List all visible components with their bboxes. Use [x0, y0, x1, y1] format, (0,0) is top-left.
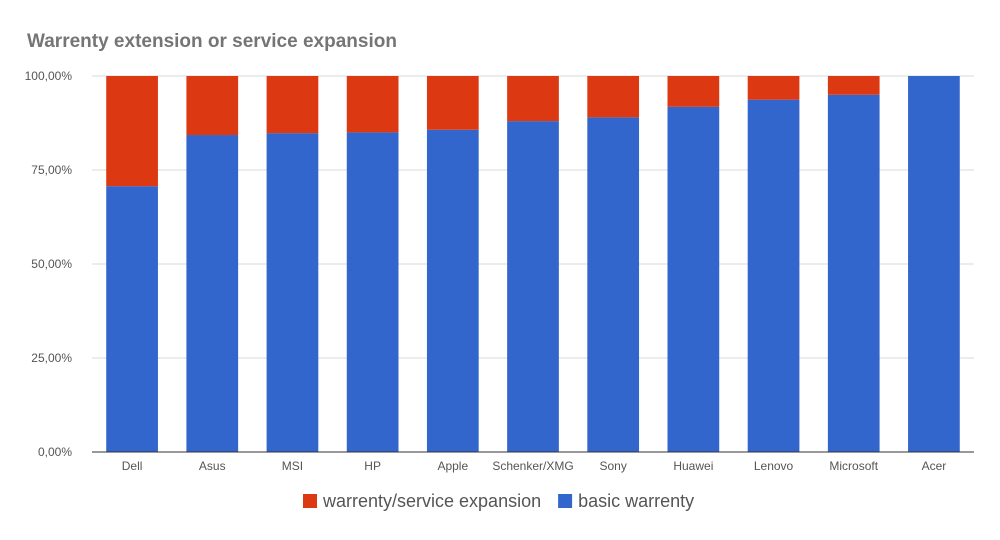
bar-segment-basic-warrenty[interactable] — [587, 117, 640, 453]
y-tick-label: 25,00% — [31, 351, 72, 365]
x-tick-label: Lenovo — [754, 459, 794, 473]
bar-segment-service-expansion[interactable] — [346, 76, 399, 133]
bar-segment-service-expansion[interactable] — [426, 76, 479, 130]
x-tick-label: MSI — [282, 459, 303, 473]
bar-segment-service-expansion[interactable] — [106, 76, 158, 187]
x-tick-label: Sony — [600, 459, 627, 473]
bar-segment-basic-warrenty[interactable] — [106, 186, 158, 452]
x-tick-label: Microsoft — [829, 459, 878, 473]
bar-segment-basic-warrenty[interactable] — [827, 94, 880, 453]
legend-label: basic warrenty — [578, 491, 694, 511]
legend-label: warrenty/service expansion — [322, 491, 541, 511]
x-tick-label: Apple — [437, 459, 468, 473]
x-tick-label: Dell — [122, 459, 143, 473]
bar-segment-basic-warrenty[interactable] — [908, 76, 960, 452]
bar-segment-service-expansion[interactable] — [747, 76, 800, 100]
bar-segment-basic-warrenty[interactable] — [667, 106, 720, 452]
x-tick-label: Acer — [922, 459, 947, 473]
bar-segment-basic-warrenty[interactable] — [266, 133, 319, 453]
y-tick-label: 75,00% — [31, 163, 72, 177]
x-tick-label: Schenker/XMG — [492, 459, 573, 473]
axes: 0,00% 25,00% 50,00% 75,00% 100,00% Dell Asus MS… — [25, 69, 974, 473]
bar-segment-basic-warrenty[interactable] — [426, 129, 479, 452]
legend-swatch — [303, 494, 317, 508]
legend: warrenty/service expansion basic warrenty — [303, 491, 694, 511]
bar-segment-basic-warrenty[interactable] — [346, 132, 399, 452]
x-tick-label: HP — [364, 459, 381, 473]
bar-segment-service-expansion[interactable] — [186, 76, 239, 136]
bar-segment-service-expansion[interactable] — [667, 76, 720, 107]
bar-segment-service-expansion[interactable] — [827, 76, 880, 95]
legend-swatch — [558, 494, 573, 508]
bar-segment-basic-warrenty[interactable] — [747, 99, 800, 453]
y-tick-label: 100,00% — [25, 69, 73, 83]
y-tick-label: 0,00% — [38, 445, 72, 459]
bar-segment-service-expansion[interactable] — [507, 76, 559, 122]
y-tick-label: 50,00% — [31, 257, 72, 271]
chart-title: Warrenty extension or service expansion — [27, 31, 397, 52]
x-tick-label: Huawei — [673, 459, 713, 473]
bar-segment-basic-warrenty[interactable] — [186, 135, 239, 453]
bar-segment-basic-warrenty[interactable] — [507, 121, 559, 453]
bar-segment-service-expansion[interactable] — [266, 76, 319, 134]
bars — [106, 76, 960, 453]
bar-segment-service-expansion[interactable] — [587, 76, 640, 118]
x-tick-label: Asus — [199, 459, 226, 473]
